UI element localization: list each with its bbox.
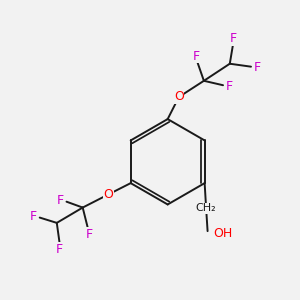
- Text: F: F: [193, 50, 200, 63]
- Text: O: O: [174, 91, 184, 103]
- Text: F: F: [226, 80, 233, 93]
- Text: OH: OH: [213, 227, 232, 240]
- Text: CH₂: CH₂: [196, 203, 216, 213]
- Text: F: F: [30, 210, 37, 223]
- Text: F: F: [230, 32, 237, 46]
- Text: F: F: [56, 243, 63, 256]
- Text: F: F: [56, 194, 64, 207]
- Text: F: F: [86, 228, 93, 241]
- Text: O: O: [104, 188, 113, 201]
- Text: F: F: [254, 61, 261, 74]
